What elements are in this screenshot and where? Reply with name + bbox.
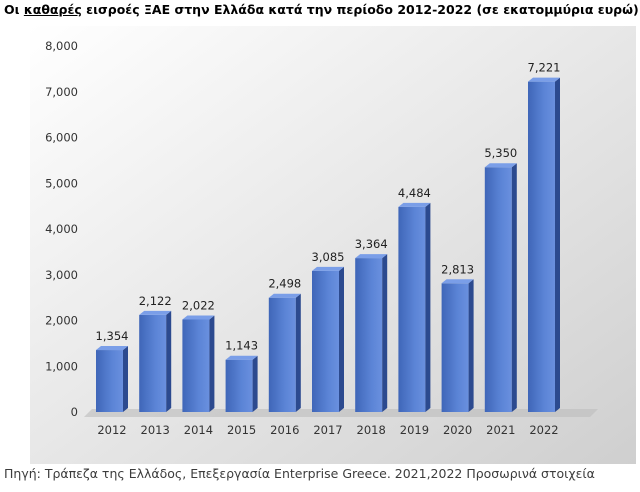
x-tick-label: 2020 (443, 423, 472, 437)
y-tick-label: 5,000 (45, 176, 78, 190)
y-tick-label: 2,000 (45, 314, 78, 328)
x-tick-label: 2015 (227, 423, 256, 437)
data-label: 7,221 (528, 61, 561, 75)
bars-group: 1,354 2,122 2,022 1,143 2,498 3,085 3,364 4,484… (96, 61, 561, 412)
bar-side (123, 346, 128, 412)
bar-top (355, 254, 388, 259)
data-label: 2,498 (268, 277, 301, 291)
bar (268, 293, 301, 412)
bar-front (268, 297, 296, 412)
bar-top (441, 279, 474, 284)
bar (441, 279, 474, 412)
bar (139, 310, 172, 412)
bar-front (441, 283, 469, 412)
x-tick-label: 2017 (313, 423, 342, 437)
data-label: 4,484 (398, 186, 431, 200)
bar-side (252, 355, 258, 412)
bar-front (225, 359, 253, 412)
bar (528, 77, 560, 412)
bar-side (339, 266, 344, 412)
y-tick-label: 1,000 (45, 359, 78, 373)
bar-front (139, 314, 167, 412)
x-tick-label: 2022 (529, 423, 558, 437)
bar-top (96, 346, 128, 351)
x-tick-label: 2016 (270, 423, 299, 437)
bar (484, 163, 517, 412)
bar (225, 355, 258, 412)
bar-top (182, 315, 215, 320)
data-label: 2,022 (182, 298, 215, 312)
bar-top (139, 310, 172, 315)
bar (355, 254, 388, 412)
y-tick-label: 3,000 (45, 268, 78, 282)
data-label: 3,085 (312, 250, 345, 264)
x-tick-label: 2018 (357, 423, 386, 437)
bar-front (312, 270, 339, 412)
bar-side (166, 310, 172, 412)
data-label: 2,813 (441, 262, 474, 276)
bar (96, 346, 128, 412)
bar-front (484, 167, 512, 412)
bar (398, 202, 431, 412)
bar-side (425, 202, 431, 412)
bar-front (182, 319, 210, 412)
y-tick-label: 7,000 (45, 85, 78, 99)
bar-front (528, 81, 555, 412)
y-tick-label: 6,000 (45, 131, 78, 145)
bar-top (398, 202, 431, 207)
bar-front (96, 350, 123, 412)
bar-top (268, 293, 301, 298)
x-tick-label: 2012 (97, 423, 126, 437)
bar-top (312, 266, 344, 271)
data-label: 1,143 (225, 339, 258, 353)
title-underlined-word: καθαρές (23, 2, 82, 17)
bar-front (355, 258, 383, 412)
source-note: Πηγή: Τράπεζα της Ελλάδος, Επεξεργασία E… (4, 466, 595, 481)
bar-top (225, 355, 258, 360)
y-tick-label: 4,000 (45, 222, 78, 236)
data-label: 2,122 (139, 294, 172, 308)
chart-area: 0 1,000 2,000 3,000 4,000 5,000 6,000 7,000 8,00… (0, 26, 640, 464)
chart-title: Οι καθαρές εισροές ΞΑΕ στην Ελλάδα κατά … (4, 2, 639, 17)
bar-side (468, 279, 474, 412)
bar-side (295, 293, 301, 412)
bar-side (555, 77, 560, 412)
y-axis: 0 1,000 2,000 3,000 4,000 5,000 6,000 7,000 8,00… (45, 39, 78, 419)
data-label: 3,364 (355, 237, 388, 251)
title-prefix: Οι (4, 2, 24, 17)
bar-top (484, 163, 517, 168)
bar (312, 266, 344, 412)
x-axis: 2012 2013 2014 2015 2016 2017 2018 2019 2020 2021… (97, 423, 558, 437)
bar (182, 315, 215, 412)
bar-chart: 0 1,000 2,000 3,000 4,000 5,000 6,000 7,000 8,00… (30, 26, 636, 464)
bar-front (398, 206, 426, 412)
bar-top (528, 77, 560, 82)
x-tick-label: 2014 (184, 423, 213, 437)
bar-side (382, 254, 388, 412)
x-tick-label: 2019 (400, 423, 429, 437)
y-tick-label: 0 (71, 405, 78, 419)
bar-side (209, 315, 215, 412)
bar-side (511, 163, 517, 412)
data-label: 1,354 (96, 329, 129, 343)
title-suffix: εισροές ΞΑΕ στην Ελλάδα κατά την περίοδο… (81, 2, 639, 17)
y-tick-label: 8,000 (45, 39, 78, 53)
x-tick-label: 2013 (141, 423, 170, 437)
x-tick-label: 2021 (486, 423, 515, 437)
data-label: 5,350 (484, 146, 517, 160)
